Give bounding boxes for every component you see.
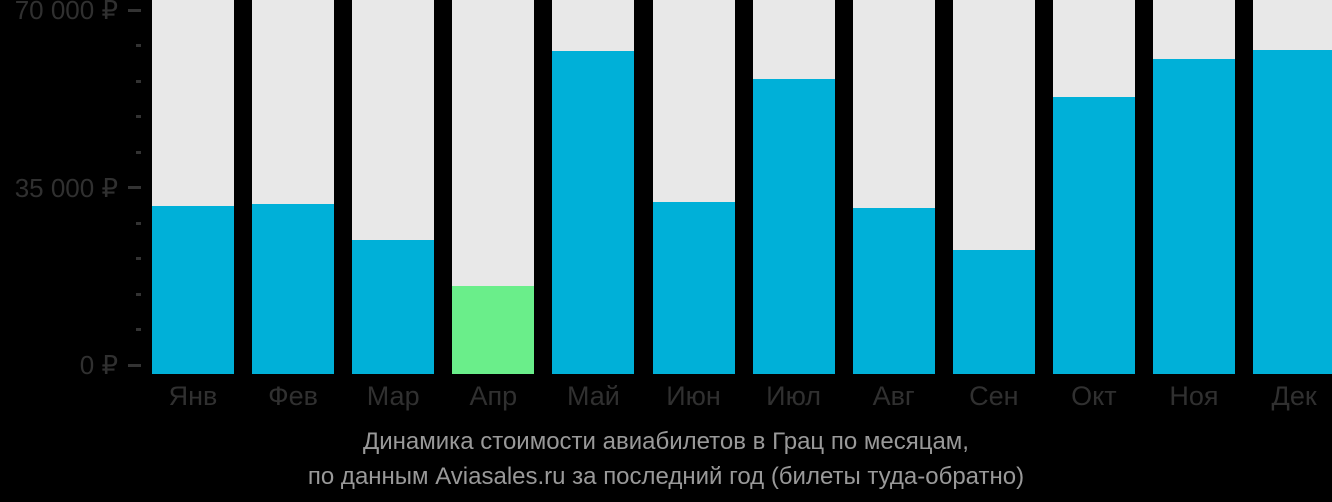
price-bar-сен[interactable] — [952, 249, 1035, 374]
y-minor-tick — [136, 44, 141, 47]
y-major-tick — [128, 8, 141, 12]
price-bar-мар[interactable] — [352, 239, 435, 374]
price-bar-июн[interactable] — [652, 201, 735, 374]
x-tick-label: Фев — [268, 381, 319, 411]
x-tick-label: Апр — [469, 381, 518, 411]
price-bar-фев[interactable] — [252, 203, 335, 374]
price-bar-апр[interactable] — [452, 285, 535, 374]
y-minor-tick — [136, 257, 141, 260]
x-tick-label: Мар — [366, 381, 420, 411]
price-bar-ноя[interactable] — [1153, 59, 1235, 374]
price-bar-июл[interactable] — [752, 79, 835, 374]
price-bar-янв[interactable] — [152, 205, 234, 374]
chart-caption: Динамика стоимости авиабилетов в Грац по… — [0, 424, 1332, 494]
price-bar-авг[interactable] — [852, 208, 935, 374]
x-tick-label: Дек — [1271, 381, 1317, 411]
price-bar-окт[interactable] — [1052, 97, 1135, 374]
x-tick-label: Июл — [766, 381, 821, 411]
y-minor-tick — [136, 292, 141, 296]
x-tick-label: Сен — [969, 381, 1019, 411]
price-bar-май[interactable] — [552, 50, 635, 374]
y-tick-label: 0 ₽ — [79, 350, 118, 380]
x-tick-label: Май — [566, 381, 620, 411]
y-minor-tick — [136, 328, 141, 331]
y-minor-tick — [136, 79, 141, 83]
y-major-tick — [128, 363, 141, 367]
x-tick-label: Ноя — [1169, 381, 1219, 411]
y-minor-tick — [136, 221, 141, 225]
x-tick-label: Янв — [168, 381, 218, 411]
y-tick-label: 70 000 ₽ — [14, 0, 118, 25]
price-bar-дек[interactable] — [1253, 50, 1332, 374]
x-tick-label: Окт — [1071, 381, 1117, 411]
caption-line-2: по данным Aviasales.ru за последний год … — [307, 463, 1025, 490]
y-major-tick — [128, 186, 141, 189]
caption-line-1: Динамика стоимости авиабилетов в Грац по… — [363, 428, 969, 455]
y-minor-tick — [136, 115, 141, 118]
y-tick-label: 35 000 ₽ — [14, 172, 118, 203]
x-tick-label: Авг — [872, 381, 915, 411]
x-tick-label: Июн — [666, 381, 721, 411]
y-minor-tick — [136, 150, 141, 154]
